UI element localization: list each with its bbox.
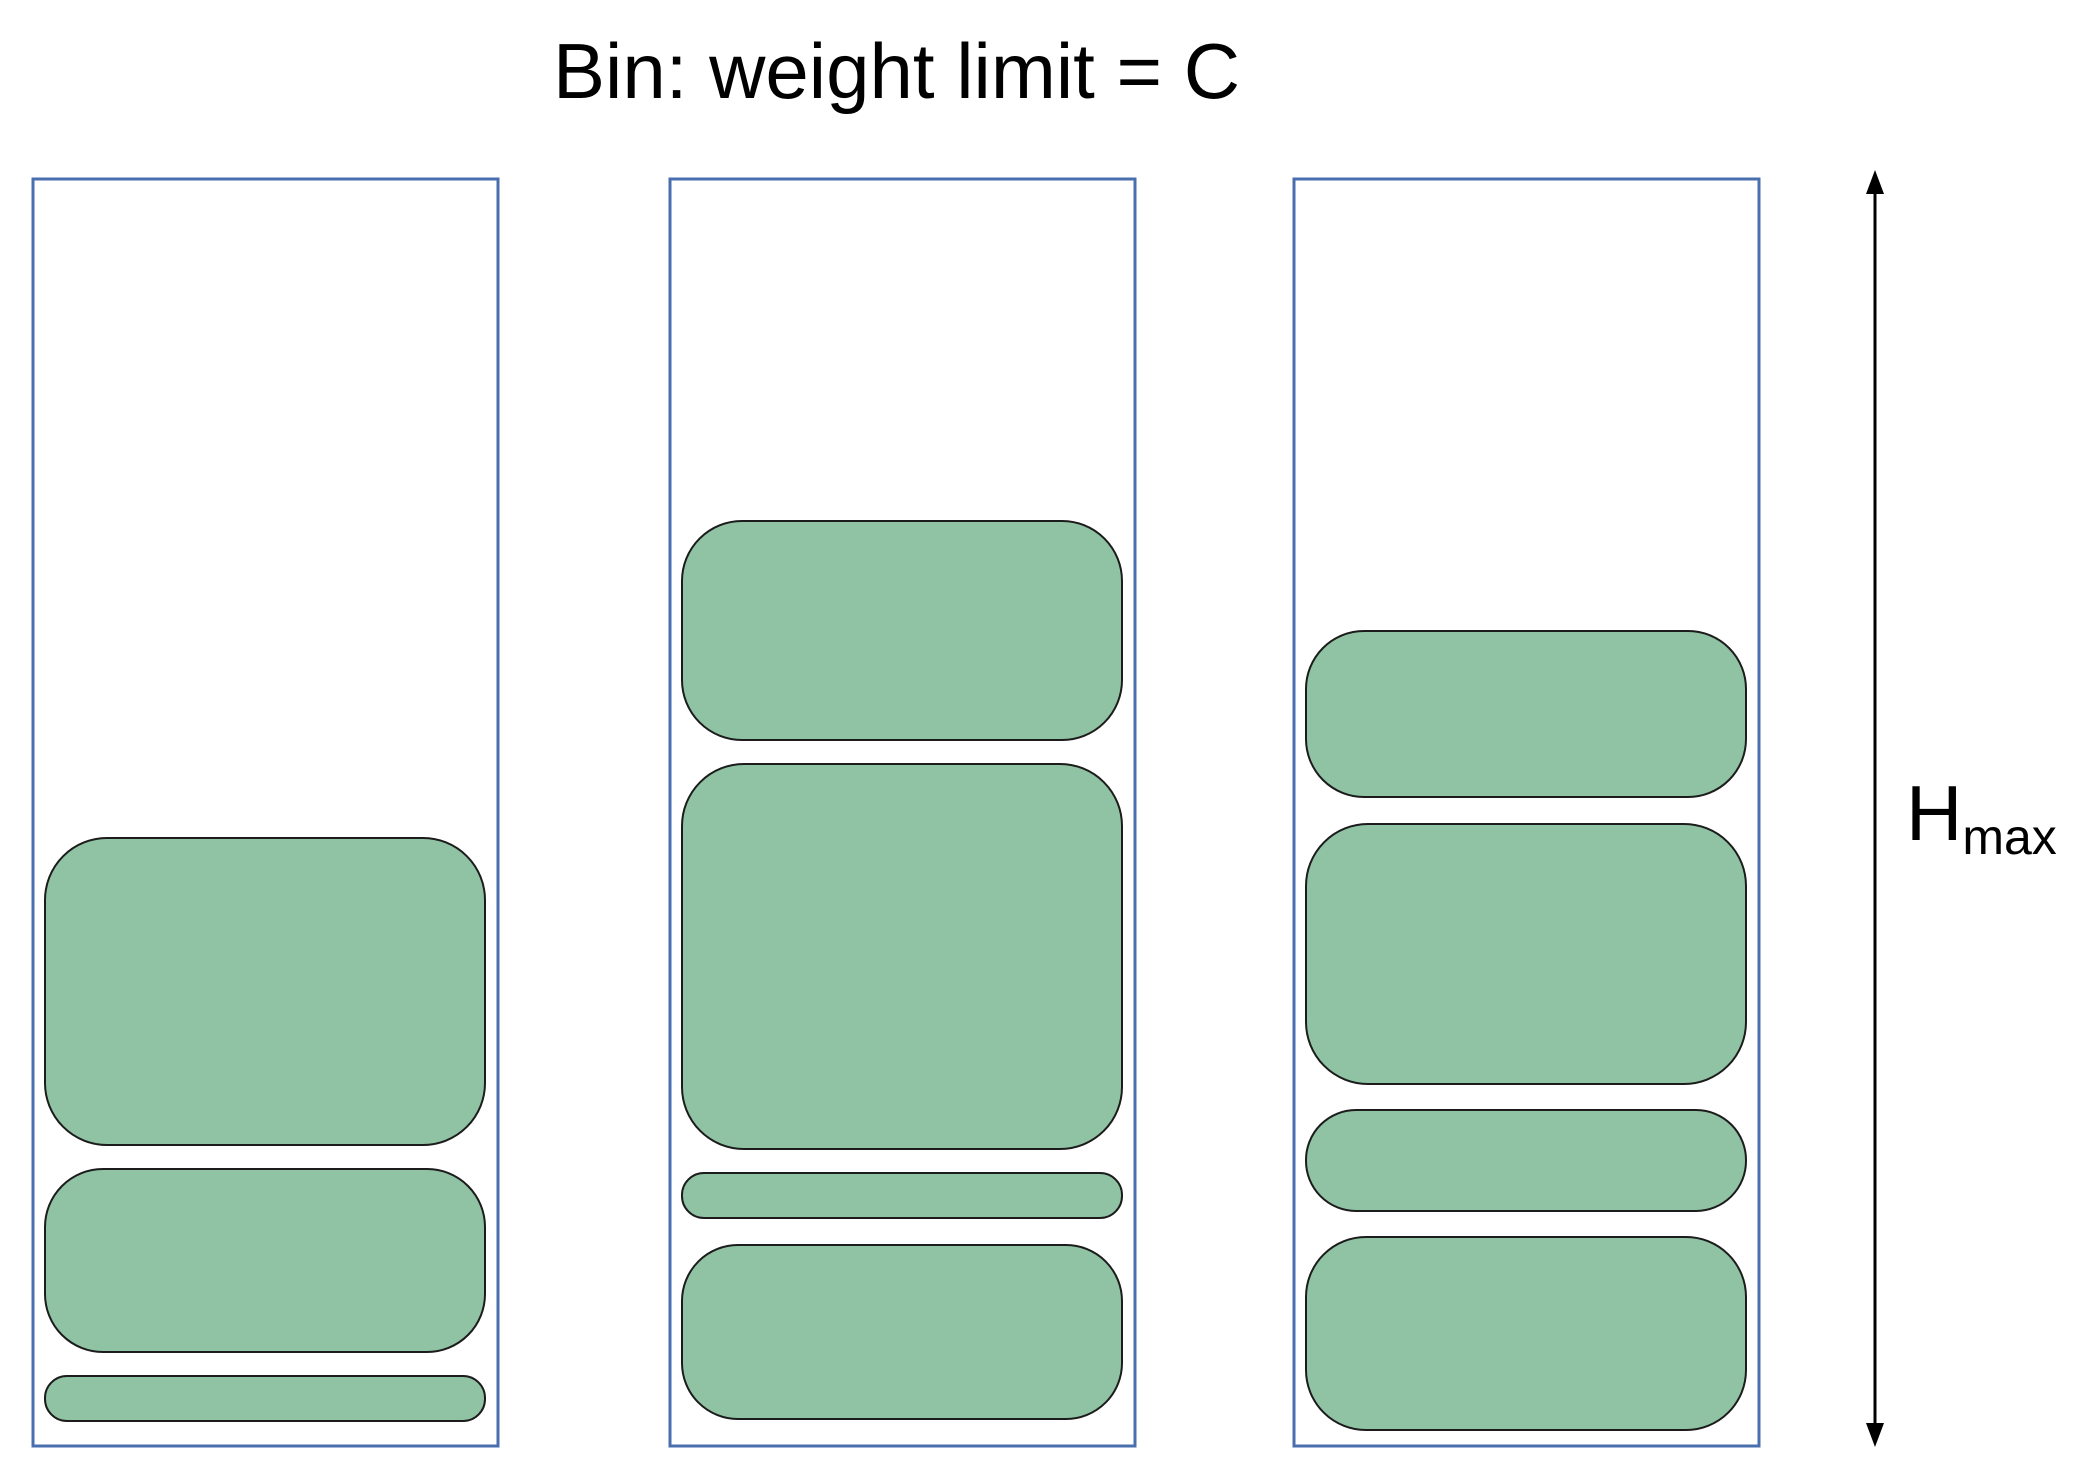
height-label-subscript: max [1962,809,2056,865]
height-label: Hmax [1906,769,2057,865]
bin-1-item-2 [44,1168,486,1353]
arrow-up-icon [1866,170,1884,194]
height-label-main: H [1906,769,1962,857]
bin-3-item-3 [1305,1109,1747,1212]
bin-1-outline [31,177,500,1448]
bin-1-item-1 [44,837,486,1146]
arrow-down-icon [1866,1423,1884,1447]
bin-1-item-3 [44,1375,486,1422]
bin-3-item-1 [1305,630,1747,798]
bin-2 [668,177,1137,1448]
height-arrow [1866,170,1884,1447]
bin-2-item-4 [681,1244,1123,1420]
bin-3-outline [1292,177,1761,1448]
bin-2-outline [668,177,1137,1448]
bin-2-item-2 [681,763,1123,1150]
diagram-title: Bin: weight limit = C [553,27,1241,115]
bin-3-item-4 [1305,1236,1747,1431]
bin-1 [31,177,500,1448]
bin-2-item-3 [681,1172,1123,1219]
bin-2-item-1 [681,520,1123,741]
bin-3 [1292,177,1761,1448]
bin-3-item-2 [1305,823,1747,1085]
